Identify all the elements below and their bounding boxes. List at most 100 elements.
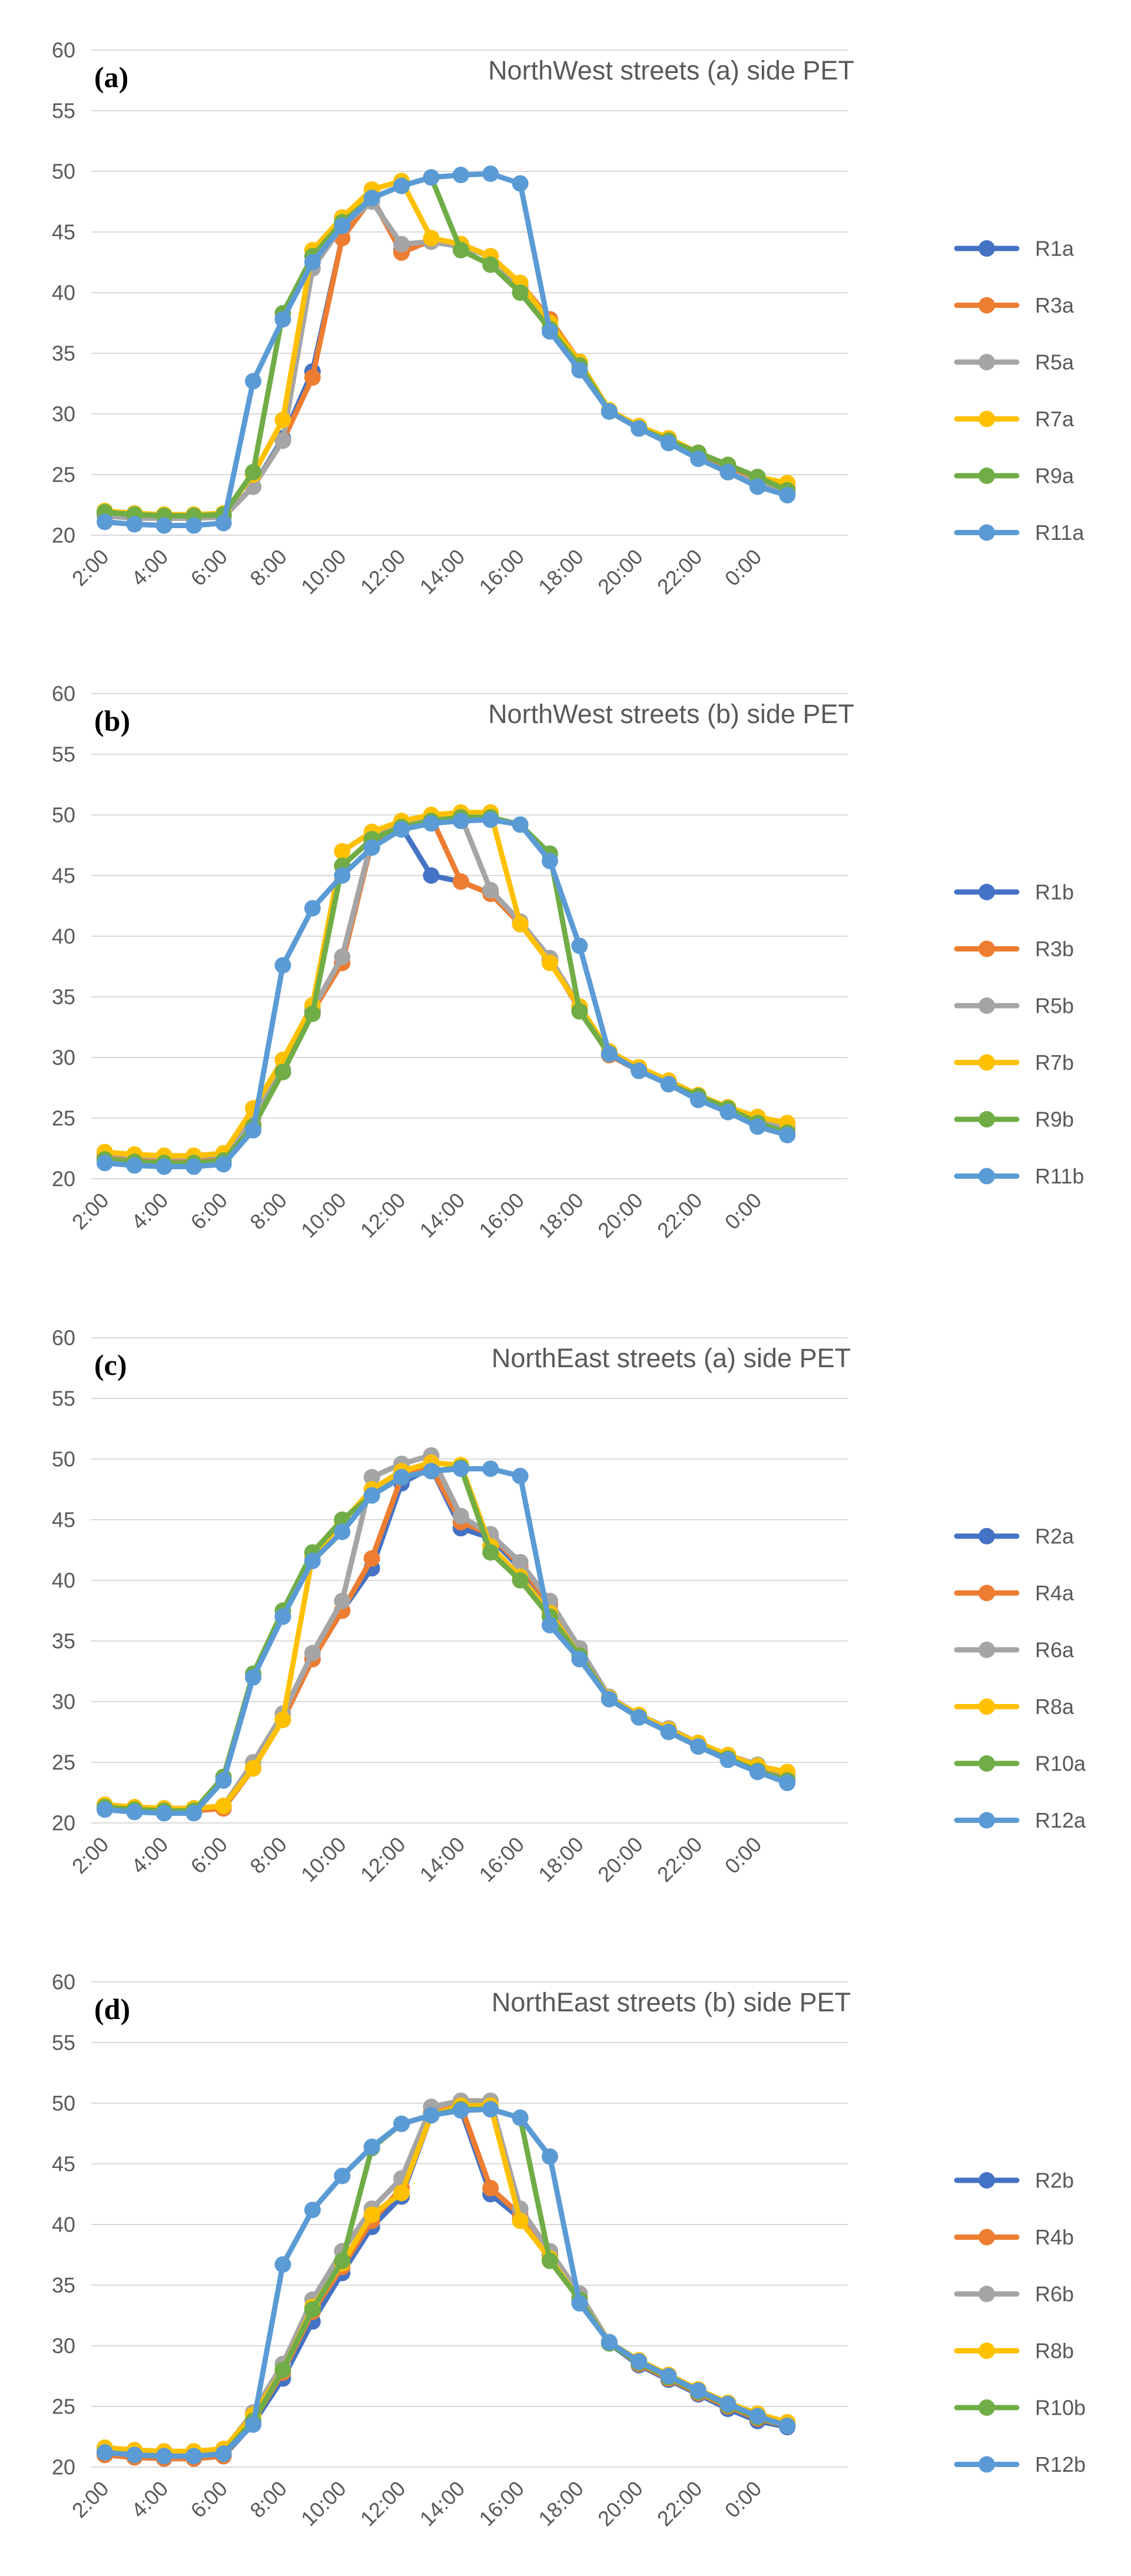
data-point-r12b: [423, 2107, 440, 2124]
data-point-r10b: [334, 2252, 351, 2269]
data-point-r5a: [393, 236, 410, 253]
series-line-r5b: [104, 813, 788, 1160]
y-tick-label: 60: [52, 682, 75, 706]
legend-marker: [979, 1642, 995, 1658]
series-line-r11b: [104, 817, 788, 1169]
data-point-r11a: [334, 217, 351, 234]
y-tick-label: 50: [52, 1447, 75, 1471]
data-point-r11a: [719, 463, 737, 480]
data-point-r11b: [126, 1157, 143, 1174]
data-point-r12b: [660, 2368, 677, 2385]
y-tick-label: 60: [52, 1326, 75, 1350]
y-tick-label: 30: [52, 2334, 75, 2358]
y-tick-label: 40: [52, 281, 75, 305]
legend-label: R8a: [1035, 1695, 1074, 1719]
data-point-r12a: [215, 1772, 232, 1789]
data-point-r12a: [304, 1553, 321, 1570]
y-tick-label: 45: [52, 1508, 75, 1532]
data-point-r12a: [126, 1803, 143, 1821]
data-point-r12b: [393, 2116, 410, 2133]
y-tick-label: 35: [52, 1629, 75, 1653]
x-tick-label: 14:00: [415, 1832, 470, 1887]
data-point-r11b: [482, 811, 499, 828]
legend-label: R11a: [1035, 520, 1084, 545]
legend-marker: [979, 2229, 995, 2246]
data-point-r11b: [97, 1155, 113, 1172]
data-point-r11a: [660, 435, 677, 452]
x-tick-label: 12:00: [356, 1188, 410, 1243]
legend-marker: [979, 1812, 995, 1829]
y-tick-label: 55: [52, 99, 75, 123]
series-line-r10a: [104, 1464, 788, 1814]
x-tick-label: 0:00: [720, 545, 767, 591]
legend-label: R9b: [1035, 1108, 1074, 1132]
series-line-r7a: [104, 178, 788, 518]
data-point-r11a: [155, 517, 173, 534]
series-line-r6b: [104, 2098, 788, 2455]
data-point-r12b: [97, 2444, 113, 2461]
legend-marker: [979, 1168, 995, 1185]
panel-label: (b): [94, 704, 130, 737]
legend-marker: [979, 2456, 995, 2473]
data-point-r9b: [274, 1063, 291, 1080]
data-point-r11b: [601, 1045, 618, 1062]
data-point-r12b: [779, 2417, 796, 2434]
legend-label: R10a: [1035, 1752, 1086, 1776]
data-point-r9a: [245, 463, 261, 480]
data-point-r11b: [542, 853, 558, 870]
data-point-r12b: [126, 2446, 143, 2464]
series-line-r12b: [104, 2106, 788, 2459]
data-point-r5a: [274, 432, 291, 449]
x-tick-label: 22:00: [652, 2476, 707, 2531]
data-point-r12b: [719, 2395, 737, 2412]
data-point-r12a: [660, 1723, 677, 1740]
series-line-r8a: [104, 1460, 788, 1811]
data-point-r12b: [245, 2416, 261, 2433]
legend-marker: [979, 1528, 995, 1544]
x-tick-label: 8:00: [245, 2476, 291, 2523]
data-point-r12a: [779, 1775, 796, 1792]
series-line-r5a: [104, 199, 788, 521]
data-point-r10b: [542, 2252, 558, 2269]
legend-label: R2b: [1035, 2169, 1074, 2193]
y-tick-label: 40: [52, 924, 75, 949]
data-point-r11b: [155, 1158, 173, 1175]
series-line-r8b: [104, 2103, 788, 2454]
y-tick-label: 20: [52, 1811, 75, 1835]
series-line-r1b: [104, 824, 788, 1162]
legend-label: R5a: [1035, 350, 1074, 374]
y-tick-label: 25: [52, 2395, 75, 2419]
data-point-r4a: [363, 1550, 380, 1567]
x-tick-label: 8:00: [245, 545, 291, 591]
series-line-r11a: [104, 171, 788, 529]
data-point-r9a: [482, 256, 499, 273]
x-tick-label: 12:00: [356, 1832, 410, 1887]
data-point-r11a: [185, 517, 203, 534]
data-point-r7b: [542, 954, 558, 972]
data-point-r11a: [571, 362, 588, 379]
y-tick-label: 35: [52, 985, 75, 1009]
legend-label: R7a: [1035, 407, 1074, 431]
x-tick-label: 6:00: [186, 1188, 233, 1235]
x-tick-label: 22:00: [652, 1188, 707, 1243]
x-tick-label: 14:00: [415, 545, 470, 599]
data-point-r11a: [304, 254, 321, 271]
data-point-r3b: [452, 873, 469, 890]
data-point-r3a: [304, 369, 321, 386]
legend-marker: [979, 940, 995, 957]
legend-marker: [979, 1755, 995, 1772]
legend-marker: [979, 354, 995, 370]
data-point-r11a: [452, 167, 469, 184]
legend-marker: [979, 884, 995, 900]
series-line-r3b: [104, 814, 788, 1163]
data-point-r6a: [512, 1554, 529, 1571]
legend-marker: [979, 2399, 995, 2416]
y-tick-label: 50: [52, 803, 75, 827]
x-tick-label: 22:00: [652, 1832, 707, 1887]
x-tick-label: 4:00: [127, 2476, 173, 2523]
panel-label: (a): [94, 61, 128, 94]
legend-marker: [979, 240, 995, 257]
